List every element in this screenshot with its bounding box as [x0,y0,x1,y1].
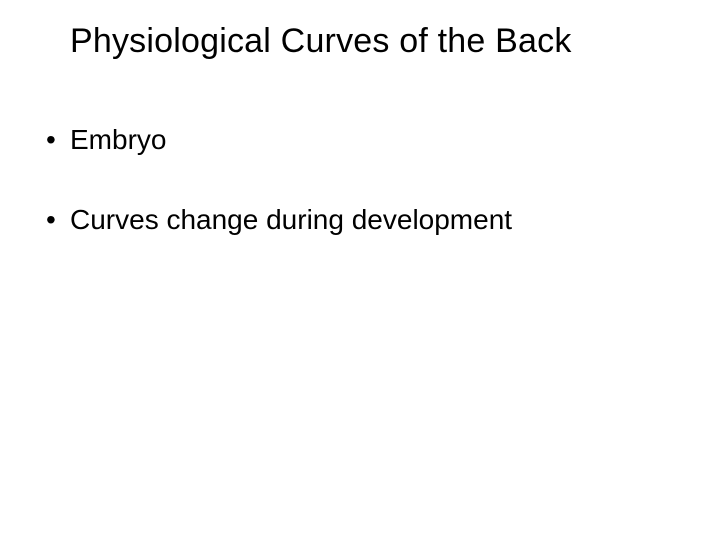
list-item: Curves change during development [40,204,680,236]
list-item: Embryo [40,124,680,156]
slide-title: Physiological Curves of the Back [70,22,680,61]
bullet-text: Curves change during development [70,204,512,235]
slide: Physiological Curves of the Back Embryo … [0,0,720,540]
bullet-text: Embryo [70,124,166,155]
bullet-list: Embryo Curves change during development [40,124,680,284]
